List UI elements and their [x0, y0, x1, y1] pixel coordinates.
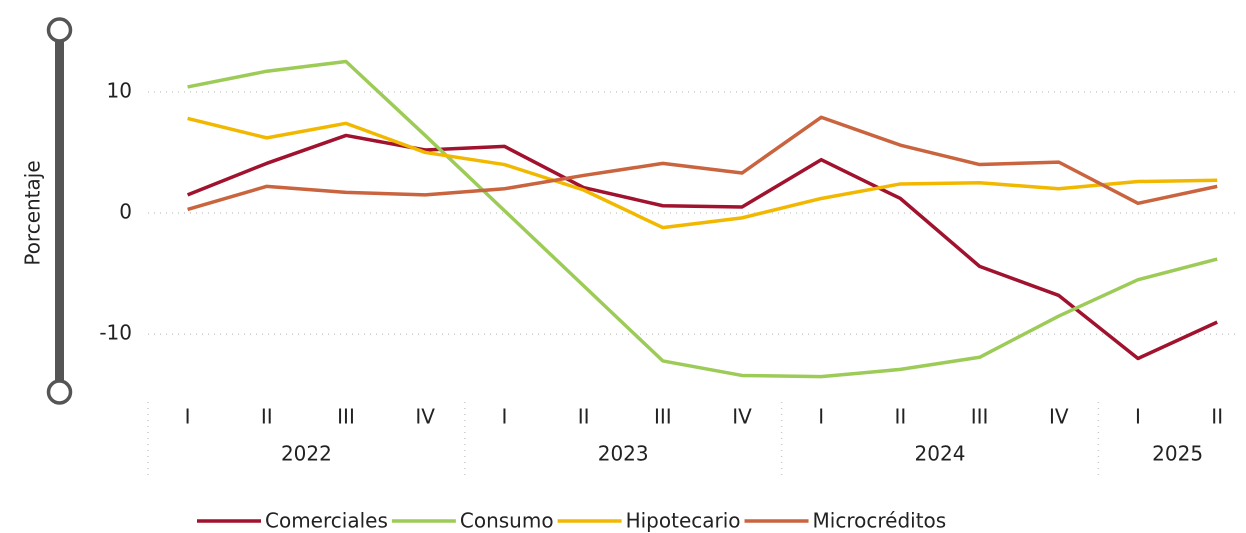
line-series: [187, 59, 1218, 379]
x-tick-label: III: [971, 405, 989, 429]
x-tick-label: I: [185, 405, 191, 429]
x-tick-label: IV: [732, 405, 752, 429]
line-series: [187, 115, 1218, 212]
x-group-label: 2024: [915, 442, 966, 466]
x-tick-label: IV: [1049, 405, 1069, 429]
legend-label: Microcréditos: [813, 509, 947, 533]
x-tick-label: III: [654, 405, 672, 429]
legend-label: Hipotecario: [626, 509, 741, 533]
x-group-label: 2025: [1152, 442, 1203, 466]
slider-handle[interactable]: [46, 17, 73, 43]
line-series: [186, 133, 1218, 361]
x-group-label: 2023: [598, 442, 649, 466]
range-slider[interactable]: [46, 17, 73, 405]
legend-label: Comerciales: [265, 509, 388, 533]
x-tick-label: II: [1211, 405, 1223, 429]
x-tick-label: II: [578, 405, 590, 429]
x-tick-label: I: [501, 405, 507, 429]
x-tick-label: II: [261, 405, 273, 429]
x-tick-label: III: [337, 405, 355, 429]
legend-label: Consumo: [460, 509, 554, 533]
x-tick-label: I: [818, 405, 824, 429]
y-axis-label: Porcentaje: [21, 160, 45, 265]
x-tick-label: II: [895, 405, 907, 429]
slider-handle[interactable]: [46, 379, 73, 405]
slider-track: [55, 32, 64, 392]
y-tick-label: -10: [99, 321, 132, 345]
y-tick-label: 0: [119, 200, 132, 224]
line-series: [187, 116, 1218, 230]
y-tick-label: 10: [107, 78, 132, 102]
x-tick-label: IV: [415, 405, 435, 429]
x-tick-label: I: [1135, 405, 1141, 429]
x-group-label: 2022: [281, 442, 332, 466]
